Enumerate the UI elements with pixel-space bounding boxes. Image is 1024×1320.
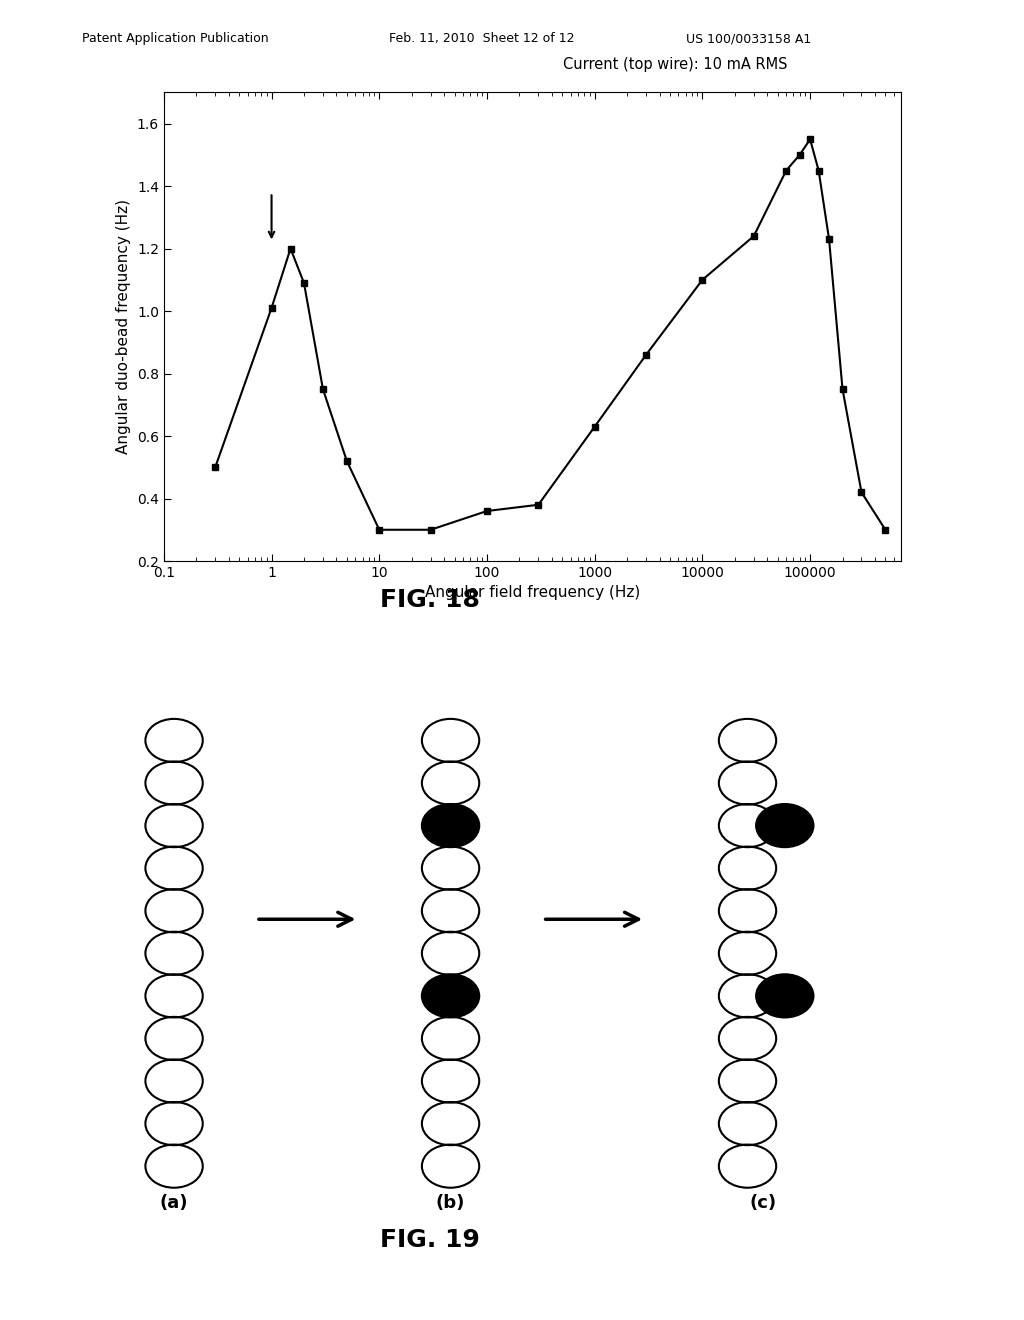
Text: FIG. 19: FIG. 19 bbox=[380, 1229, 480, 1253]
Ellipse shape bbox=[756, 804, 813, 847]
Ellipse shape bbox=[756, 974, 813, 1018]
Text: Feb. 11, 2010  Sheet 12 of 12: Feb. 11, 2010 Sheet 12 of 12 bbox=[389, 32, 574, 45]
Text: Patent Application Publication: Patent Application Publication bbox=[82, 32, 268, 45]
Text: (c): (c) bbox=[750, 1195, 776, 1212]
Text: FIG. 18: FIG. 18 bbox=[380, 589, 480, 612]
Text: Current (top wire): 10 mA RMS: Current (top wire): 10 mA RMS bbox=[563, 57, 787, 71]
Text: (b): (b) bbox=[436, 1195, 465, 1212]
Text: (a): (a) bbox=[160, 1195, 188, 1212]
X-axis label: Angular field frequency (Hz): Angular field frequency (Hz) bbox=[425, 585, 640, 601]
Ellipse shape bbox=[422, 974, 479, 1018]
Text: US 100/0033158 A1: US 100/0033158 A1 bbox=[686, 32, 811, 45]
Ellipse shape bbox=[422, 804, 479, 847]
Y-axis label: Angular duo-bead frequency (Hz): Angular duo-bead frequency (Hz) bbox=[117, 199, 131, 454]
